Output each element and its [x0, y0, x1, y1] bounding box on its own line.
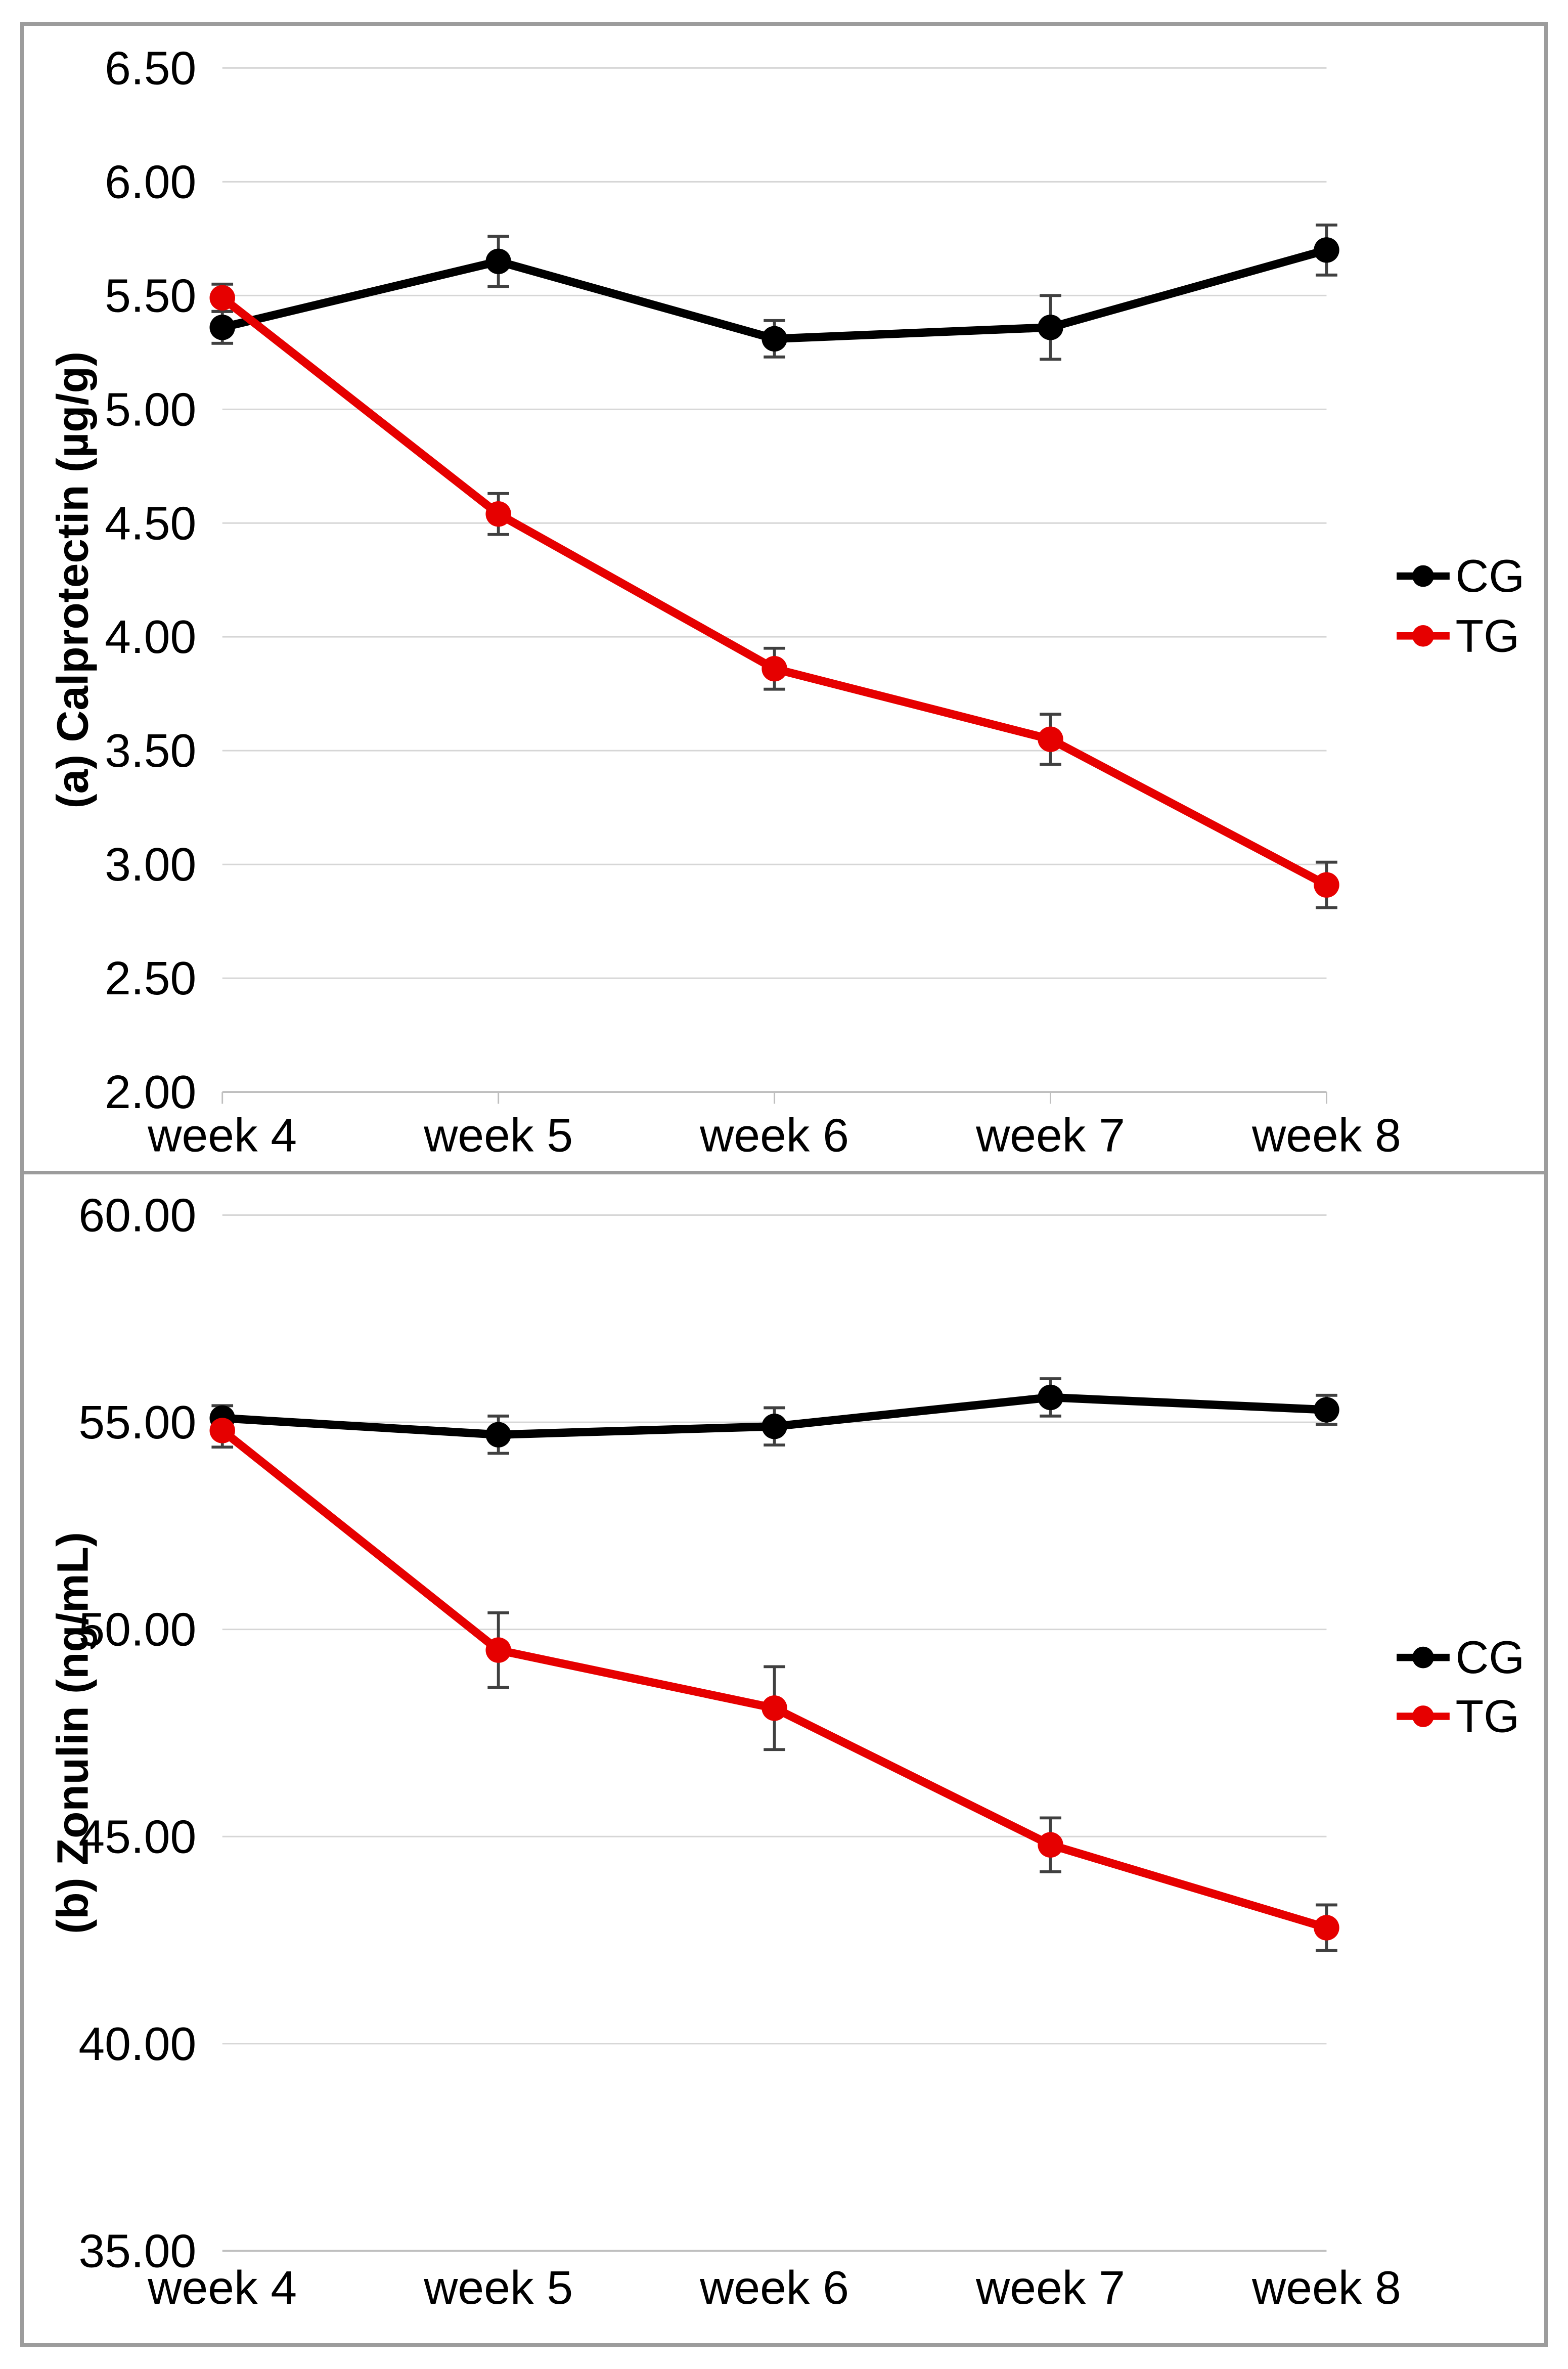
y-tick-label: 35.00: [78, 2225, 196, 2277]
legend-marker-tg: [1412, 1705, 1434, 1728]
y-tick-label: 4.50: [105, 497, 196, 549]
x-tick-label: week 8: [1251, 2261, 1401, 2314]
y-tick-label: 40.00: [78, 2017, 196, 2070]
y-tick-label: 6.00: [105, 155, 196, 208]
y-tick-label: 3.00: [105, 838, 196, 891]
y-axis-title: (a) Calprotectin (µg/g): [48, 352, 97, 809]
y-tick-label: 45.00: [78, 1810, 196, 1863]
x-tick-label: week 5: [423, 1109, 573, 1161]
x-tick-label: week 6: [699, 1109, 849, 1161]
data-point-marker-cg: [485, 248, 511, 275]
y-axis-title: (b) Zonulin (ng/mL): [48, 1532, 97, 1934]
series-line-tg: [218, 293, 1331, 889]
x-tick-label: week 8: [1251, 1109, 1401, 1161]
two-panel-line-chart-figure: 6.50 6.00 5.50 5.00 4.50 4.00 3.50 3.00 2.50 2.00…: [20, 22, 1548, 2347]
data-point-marker-cg: [761, 1414, 787, 1439]
data-point-marker-cg: [485, 1422, 511, 1448]
data-point-marker-tg: [1038, 726, 1063, 752]
y-tick-label: 5.00: [105, 383, 196, 435]
legend-marker-cg: [1412, 1647, 1434, 1669]
y-tick-label: 55.00: [78, 1396, 196, 1449]
x-tick-label: week 5: [423, 2261, 573, 2314]
y-tick-label: 5.50: [105, 269, 196, 322]
data-point-marker-tg: [1314, 872, 1339, 898]
y-tick-label: 3.50: [105, 724, 196, 777]
data-point-marker-cg: [209, 315, 235, 340]
y-tick-label: 6.50: [105, 41, 196, 94]
x-tick-label: week 7: [975, 1109, 1125, 1161]
data-point-marker-cg: [761, 326, 787, 352]
y-tick-label: 2.00: [105, 1066, 196, 1118]
data-point-marker-cg: [1314, 1397, 1339, 1423]
data-point-marker-tg: [485, 501, 511, 527]
data-point-marker-tg: [485, 1637, 511, 1663]
legend-label-cg: CG: [1455, 550, 1525, 602]
y-tick-label: 2.50: [105, 952, 196, 1004]
data-point-marker-tg: [761, 1695, 787, 1721]
data-point-marker-tg: [209, 1418, 235, 1443]
data-point-marker-tg: [1038, 1832, 1063, 1858]
x-tick-label: week 4: [147, 1109, 297, 1161]
legend-label-tg: TG: [1455, 1691, 1519, 1742]
legend-marker-cg: [1412, 565, 1434, 587]
data-point-marker-cg: [1038, 315, 1063, 340]
legend-label-cg: CG: [1455, 1632, 1525, 1683]
panel-a-calprotectin-chart: 6.50 6.00 5.50 5.00 4.50 4.00 3.50 3.00 2.50 2.00…: [48, 41, 1525, 1161]
data-point-marker-cg: [1038, 1384, 1063, 1411]
legend-marker-tg: [1412, 625, 1434, 647]
data-point-marker-tg: [761, 656, 787, 682]
data-point-marker-tg: [209, 285, 235, 311]
data-point-marker-tg: [1314, 1915, 1339, 1941]
x-tick-label: week 6: [699, 2261, 849, 2314]
x-tick-label: week 4: [147, 2261, 297, 2314]
data-point-marker-cg: [1314, 237, 1339, 263]
y-tick-label: 50.00: [78, 1603, 196, 1656]
y-tick-label: 60.00: [78, 1189, 196, 1242]
x-tick-label: week 7: [975, 2261, 1125, 2314]
y-tick-label: 4.00: [105, 610, 196, 663]
legend-label-tg: TG: [1455, 610, 1519, 662]
